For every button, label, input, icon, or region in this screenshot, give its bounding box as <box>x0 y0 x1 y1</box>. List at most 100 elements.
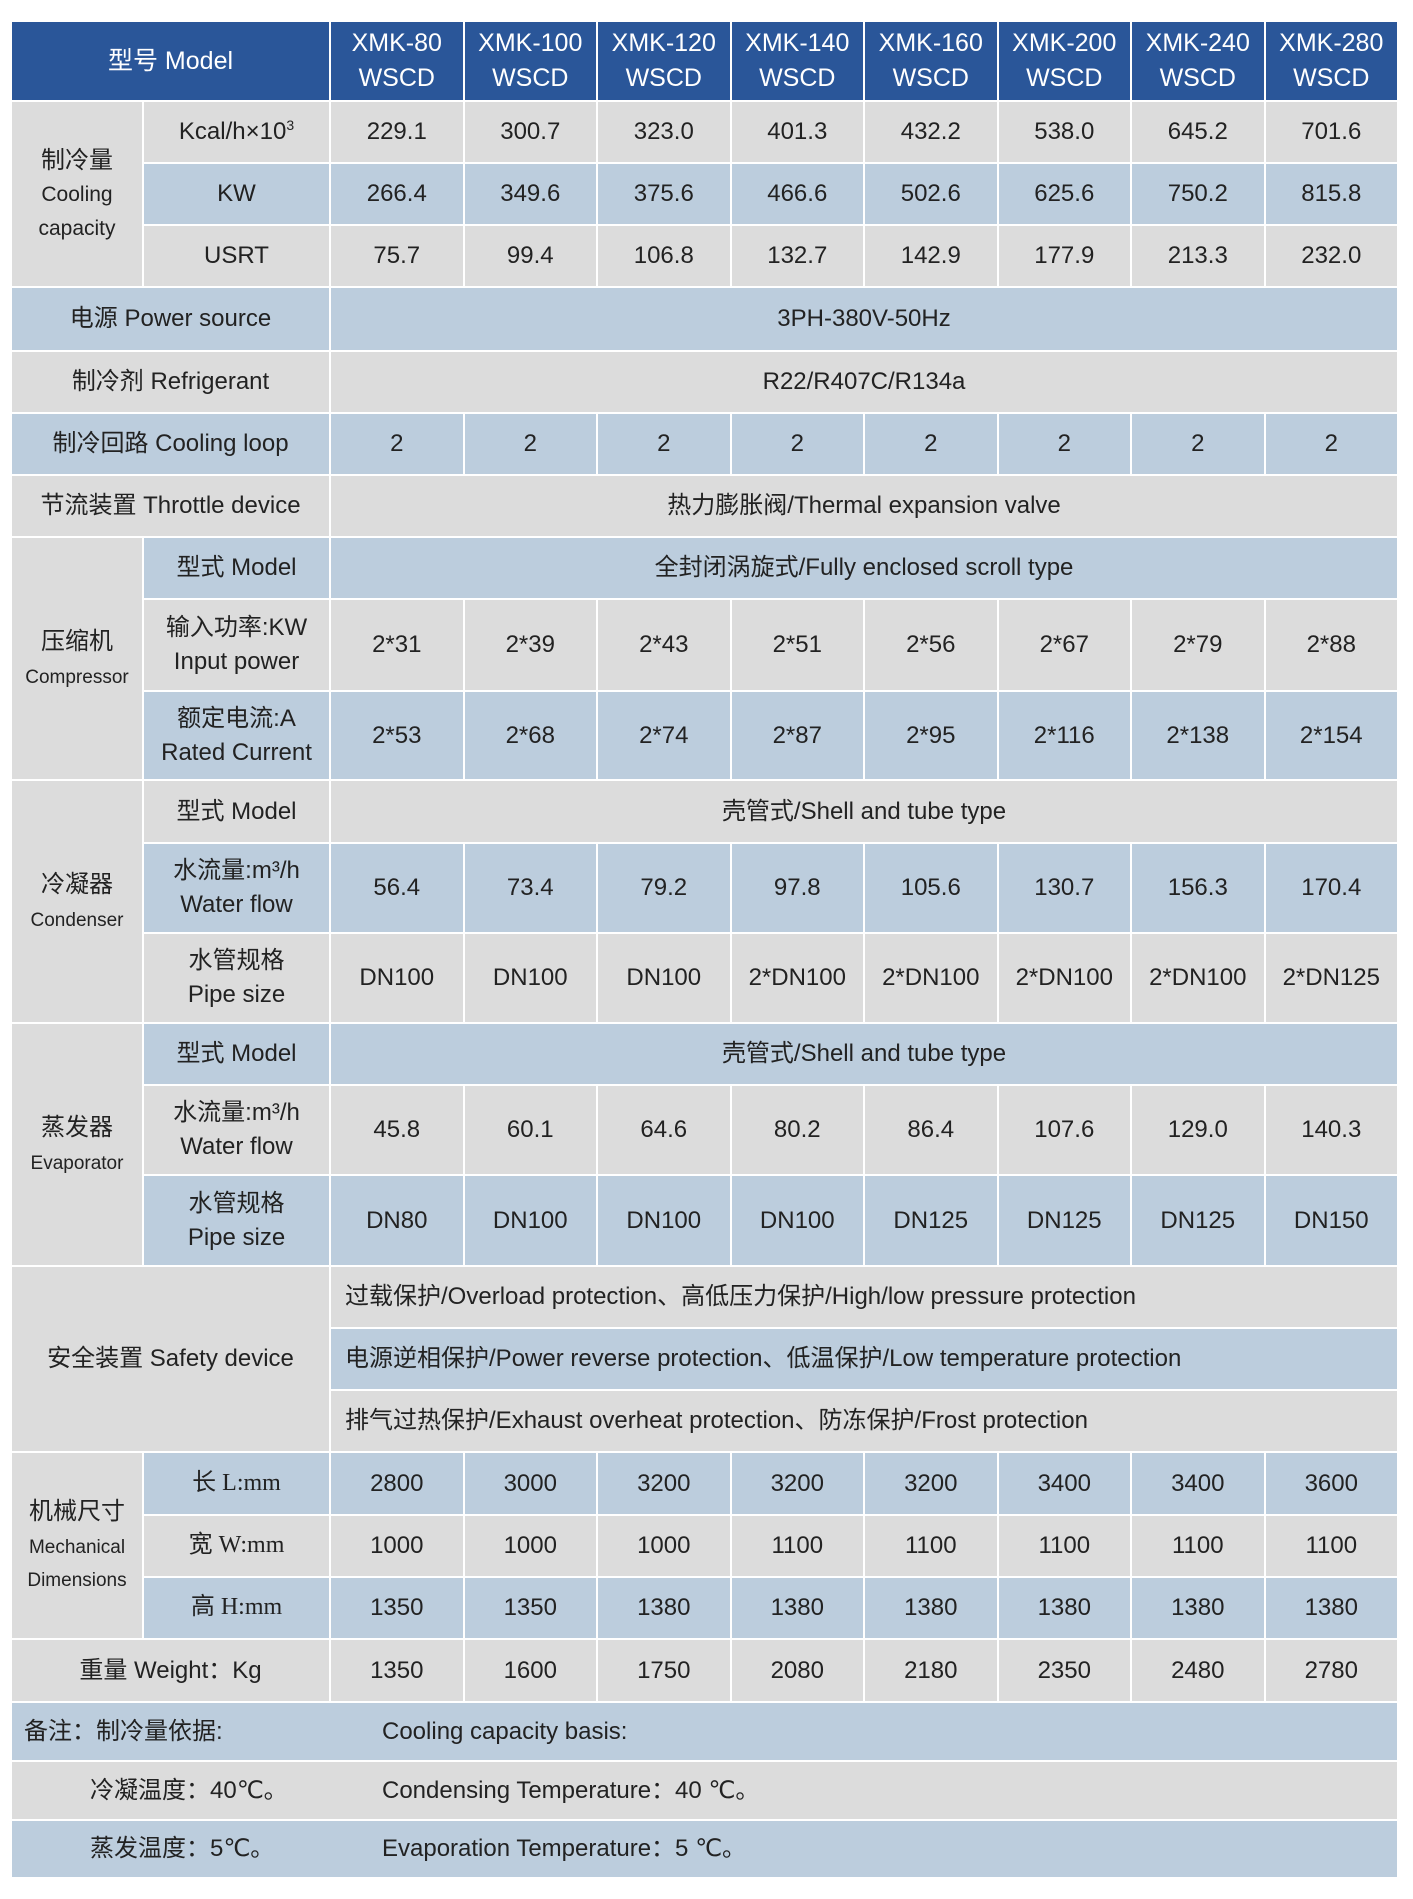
value-cell: 2*87 <box>729 690 866 781</box>
value-cell: 1100 <box>1130 1514 1266 1578</box>
value-cell: 1100 <box>996 1514 1133 1578</box>
value-cell: DN100 <box>729 1174 866 1267</box>
model-column-header: XMK-240 WSCD <box>1130 20 1266 102</box>
value: 排气过热保护/Exhaust overheat protection、防冻保护/… <box>345 1407 1088 1435</box>
sub-label: 型式 Model <box>141 1022 332 1086</box>
value-cell: 2*116 <box>996 690 1133 781</box>
sub-label: 水流量:m³/h Water flow <box>141 842 332 934</box>
value-cell: 815.8 <box>1263 162 1400 226</box>
mechanical-dimensions-label: 机械尺寸 Mechanical Dimensions <box>10 1451 144 1640</box>
value-cell: 3000 <box>462 1451 599 1516</box>
value-cell: 232.0 <box>1263 224 1400 288</box>
label: 高 H:mm <box>190 1594 283 1621</box>
label-en: Rated Current <box>161 738 312 766</box>
model-column-header: XMK-80 WSCD <box>329 20 465 102</box>
label-en: capacity <box>38 216 116 240</box>
value: 3PH-380V-50Hz <box>777 305 951 333</box>
value-cell: 2080 <box>729 1638 866 1703</box>
unit-cell: USRT <box>141 224 332 288</box>
row-label: 制冷回路 Cooling loop <box>9 412 332 476</box>
cooling-capacity-row: USRT 75.7 99.4 106.8 132.7 142.9 177.9 213.3 232… <box>11 224 1400 288</box>
value-cell: 3PH-380V-50Hz <box>329 286 1400 352</box>
model-suffix: WSCD <box>892 64 969 92</box>
cooling-capacity-row: 制冷量 Cooling capacity Kcal/h×103 229.1 300.7 32… <box>10 100 1400 288</box>
value-cell: 538.0 <box>996 100 1133 164</box>
value-cell: 2*95 <box>863 690 999 781</box>
label: 型式 Model <box>176 1040 297 1068</box>
condenser-label: 冷凝器 Condenser <box>10 779 144 1024</box>
value-cell: 375.6 <box>596 162 732 226</box>
value-cell: 79.2 <box>596 842 732 934</box>
model-suffix: WSCD <box>759 64 836 92</box>
model-suffix: WSCD <box>625 64 702 92</box>
value-cell: 2*138 <box>1130 690 1266 781</box>
model-name: XMK-280 <box>1279 29 1384 57</box>
value-cell: 3200 <box>729 1451 866 1516</box>
value-cell: DN150 <box>1263 1174 1400 1267</box>
value-cell: 2*79 <box>1130 598 1266 692</box>
refrigerant-row: 制冷剂 Refrigerant R22/R407C/R134a <box>9 350 1400 414</box>
label-cn: 水流量:m³/h <box>173 857 300 885</box>
sub-label: 高 H:mm <box>141 1576 332 1640</box>
value-cell: 2*51 <box>729 598 866 692</box>
safety-line: 电源逆相保护/Power reverse protection、低温保护/Low… <box>329 1327 1400 1391</box>
label-cn: 制冷量 <box>41 146 113 174</box>
value-cell: 300.7 <box>462 100 599 164</box>
safety-device-row: 安全装置 Safety device 过载保护/Overload protecti… <box>9 1265 1400 1453</box>
value-cell: 1380 <box>1263 1576 1400 1640</box>
model-name: XMK-80 <box>351 29 442 57</box>
value-cell: 2*DN100 <box>863 932 999 1024</box>
note-cn: 冷凝温度：40℃。 <box>90 1776 288 1804</box>
value-cell: 142.9 <box>863 224 999 288</box>
label-cn: 输入功率:KW <box>165 614 308 642</box>
note-row: 蒸发温度：5℃。 Evaporation Temperature：5 ℃。 <box>9 1819 1400 1879</box>
label-en: Cooling <box>41 183 113 207</box>
label-cn: 蒸发器 <box>41 1113 113 1141</box>
sub-label: 长 L:mm <box>141 1451 332 1516</box>
unit-label: USRT <box>204 242 269 270</box>
value-cell: 2800 <box>329 1451 465 1516</box>
value: 热力膨胀阀/Thermal expansion valve <box>667 492 1061 520</box>
value-cell: 129.0 <box>1130 1084 1266 1176</box>
value: 全封闭涡旋式/Fully enclosed scroll type <box>654 554 1074 582</box>
value-cell: 99.4 <box>462 224 599 288</box>
value-cell: 2 <box>996 412 1133 476</box>
condenser-water_flow-row: 水流量:m³/h Water flow 56.4 73.4 79.2 97.8 105.6 1… <box>11 842 1400 934</box>
label-en: Water flow <box>180 1133 293 1160</box>
safety-device-row: 电源逆相保护/Power reverse protection、低温保护/Low… <box>11 1327 1400 1391</box>
value-cell: 1380 <box>863 1576 999 1640</box>
value-cell: 229.1 <box>329 100 465 164</box>
value-cell: DN125 <box>1130 1174 1266 1267</box>
value-cell: 全封闭涡旋式/Fully enclosed scroll type <box>329 536 1400 600</box>
sub-label: 型式 Model <box>141 779 332 844</box>
label-cn: 冷凝器 <box>41 870 113 898</box>
value-cell: 1600 <box>462 1638 599 1703</box>
value: 过载保护/Overload protection、高低压力保护/High/low… <box>345 1283 1136 1311</box>
model-column-header: XMK-280 WSCD <box>1263 20 1400 102</box>
value-cell: 2780 <box>1263 1638 1400 1703</box>
sub-label: 型式 Model <box>141 536 332 600</box>
value-cell: 1000 <box>329 1514 465 1578</box>
safety-device-row: 排气过热保护/Exhaust overheat protection、防冻保护/… <box>11 1389 1400 1453</box>
value-cell: 401.3 <box>729 100 866 164</box>
row-label: 制冷剂 Refrigerant <box>9 350 332 414</box>
unit-superscript: 3 <box>286 117 295 134</box>
label-cn: 额定电流:A <box>177 704 296 732</box>
value-cell: 625.6 <box>996 162 1133 226</box>
compressor-label: 压缩机 Compressor <box>10 536 144 781</box>
value-cell: 1100 <box>863 1514 999 1578</box>
safety-device-label: 安全装置 Safety device <box>9 1265 332 1453</box>
value-cell: 1000 <box>462 1514 599 1578</box>
model-suffix: WSCD <box>492 64 569 92</box>
label-cn: 机械尺寸 <box>29 1498 125 1526</box>
value-cell: 266.4 <box>329 162 465 226</box>
evaporator-type-row: 蒸发器 Evaporator 型式 Model 壳管式/Shell and tube … <box>10 1022 1400 1267</box>
value-cell: 56.4 <box>329 842 465 934</box>
value-cell: 60.1 <box>462 1084 599 1176</box>
value-cell: 701.6 <box>1263 100 1400 164</box>
label-en: Mechanical <box>28 1536 126 1558</box>
value-cell: 2480 <box>1130 1638 1266 1703</box>
value-cell: 170.4 <box>1263 842 1400 934</box>
note-cell: 备注：制冷量依据: Cooling capacity basis: <box>9 1701 1400 1762</box>
label: 型式 Model <box>176 797 297 825</box>
